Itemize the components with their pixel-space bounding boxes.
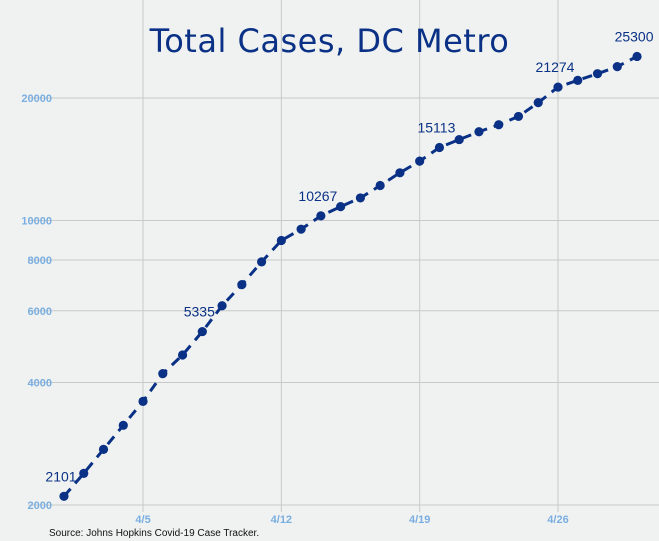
x-tick-label: 4/19 bbox=[409, 514, 430, 526]
data-point bbox=[59, 491, 69, 501]
data-label: 2101 bbox=[45, 468, 76, 484]
x-tick-label: 4/26 bbox=[547, 514, 568, 526]
data-point bbox=[98, 444, 109, 454]
data-point bbox=[632, 51, 642, 62]
data-point bbox=[533, 98, 543, 108]
data-point bbox=[553, 82, 563, 92]
data-point bbox=[415, 156, 425, 166]
data-point bbox=[276, 235, 286, 246]
y-tick-label: 10000 bbox=[21, 216, 52, 228]
data-point bbox=[612, 62, 622, 72]
data-label: 25300 bbox=[615, 28, 654, 44]
data-point bbox=[395, 168, 405, 178]
data-point bbox=[237, 280, 247, 290]
x-tick-label: 4/5 bbox=[135, 514, 150, 526]
data-point bbox=[474, 127, 484, 137]
data-point bbox=[454, 134, 464, 145]
data-point bbox=[296, 224, 306, 234]
source-note: Source: Johns Hopkins Covid-19 Case Trac… bbox=[49, 528, 260, 539]
data-point bbox=[513, 111, 524, 122]
data-point bbox=[79, 468, 89, 478]
data-point bbox=[177, 350, 188, 360]
data-point bbox=[573, 75, 583, 85]
data-label: 15113 bbox=[417, 120, 455, 136]
data-point bbox=[494, 120, 504, 130]
y-tick-label: 4000 bbox=[28, 377, 52, 389]
data-point bbox=[375, 180, 385, 191]
x-tick-label: 4/12 bbox=[271, 514, 292, 526]
data-point bbox=[118, 420, 128, 430]
data-point bbox=[316, 211, 326, 221]
data-point bbox=[197, 326, 207, 337]
chart-title: Total Cases, DC Metro bbox=[149, 22, 510, 60]
data-point bbox=[434, 142, 445, 153]
data-point bbox=[336, 201, 346, 212]
y-tick-label: 6000 bbox=[28, 306, 52, 318]
data-point bbox=[257, 257, 267, 267]
data-point bbox=[138, 396, 148, 406]
y-tick-label: 8000 bbox=[28, 255, 52, 267]
data-point bbox=[592, 69, 603, 79]
data-point bbox=[355, 193, 365, 203]
y-tick-label: 20000 bbox=[21, 93, 52, 105]
data-label: 21274 bbox=[536, 59, 575, 75]
series-line bbox=[62, 55, 638, 498]
data-label: 5335 bbox=[184, 304, 215, 320]
data-label: 10267 bbox=[298, 188, 337, 204]
y-tick-label: 2000 bbox=[28, 500, 52, 512]
data-point bbox=[217, 301, 227, 311]
data-point bbox=[158, 369, 168, 379]
